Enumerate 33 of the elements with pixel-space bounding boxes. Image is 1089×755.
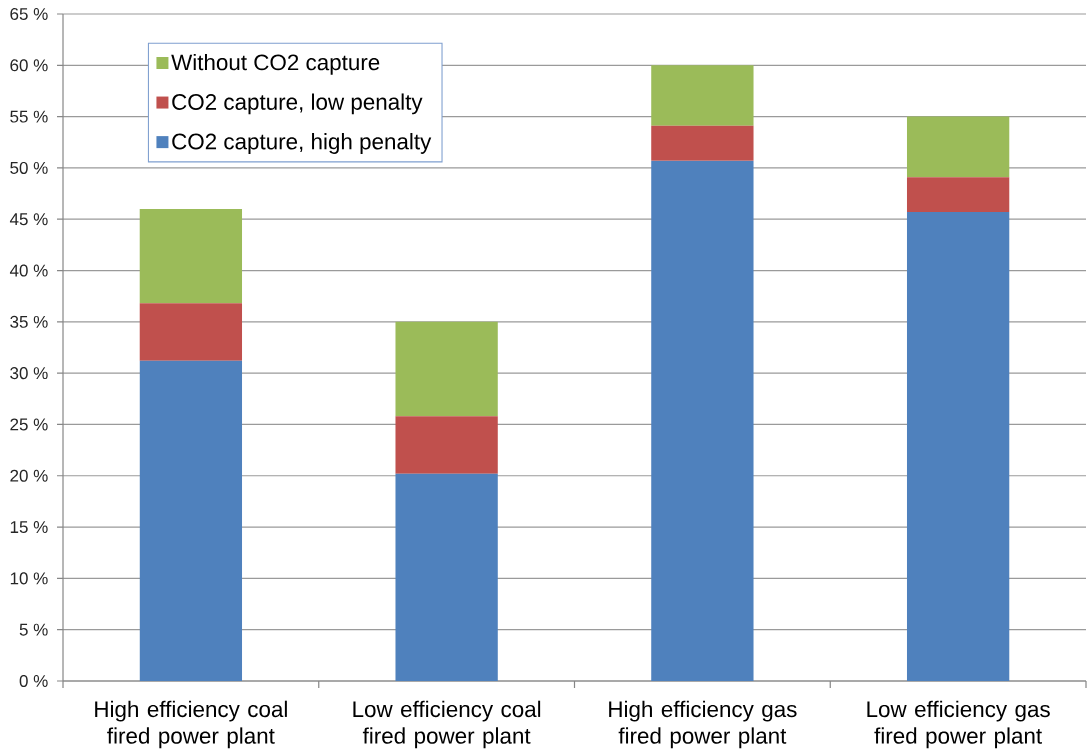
bar [139, 208, 243, 304]
x-tick-label: High efficiency gas fired power plant [609, 700, 797, 749]
bar [906, 177, 1010, 213]
y-tick-label: 35 % [10, 315, 48, 328]
y-tick-label: 15 % [10, 521, 48, 534]
y-tick-label: 45 % [9, 213, 48, 226]
y-tick-label: 20 % [10, 469, 48, 482]
bar [139, 360, 243, 681]
y-tick-label: 50 % [10, 161, 48, 174]
bar [395, 416, 498, 474]
bar [651, 65, 754, 126]
y-tick-label: 60 % [10, 59, 48, 72]
y-tick-label: 40 % [9, 264, 48, 277]
bar [651, 160, 754, 681]
bar [651, 125, 754, 161]
bar [395, 473, 498, 681]
y-tick-label: 5 % [19, 623, 48, 636]
y-tick-label: 0 % [19, 674, 48, 688]
legend-label: Without CO2 capture [171, 53, 380, 75]
bar [395, 321, 498, 417]
bar [906, 116, 1010, 178]
y-tick-label: 25 % [10, 418, 48, 431]
y-tick-label: 30 % [10, 367, 48, 380]
x-tick-label: Low efficiency gas fired power plant [867, 700, 1050, 749]
bar [906, 212, 1010, 681]
bar [139, 303, 243, 361]
y-tick-label: 10 % [10, 572, 48, 585]
y-tick-label: 65 % [10, 7, 48, 21]
x-tick-label: Low efficiency coal fired power plant [353, 700, 541, 749]
y-tick-label: 55 % [10, 110, 48, 123]
legend-label: CO2 capture, low penalty [172, 93, 423, 115]
legend-label: CO2 capture, high penalty [172, 133, 432, 154]
x-tick-label: High efficiency coal fired power plant [95, 700, 287, 749]
